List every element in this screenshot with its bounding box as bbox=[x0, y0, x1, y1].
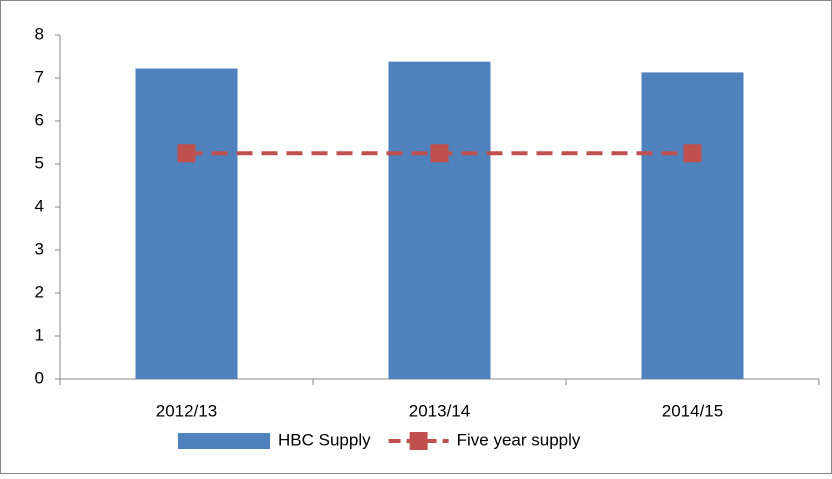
y-tick-label: 0 bbox=[35, 368, 44, 387]
x-tick-label: 2012/13 bbox=[156, 401, 217, 420]
bar bbox=[388, 61, 491, 379]
x-tick-label: 2014/15 bbox=[662, 401, 723, 420]
line-marker bbox=[430, 144, 449, 163]
legend-swatch-marker bbox=[409, 432, 428, 450]
legend-swatch bbox=[178, 433, 270, 449]
line-marker bbox=[683, 144, 702, 163]
y-tick-label: 5 bbox=[35, 153, 44, 172]
legend-label: HBC Supply bbox=[278, 430, 371, 449]
y-tick-label: 3 bbox=[35, 239, 44, 258]
x-tick-label: 2013/14 bbox=[409, 401, 470, 420]
bar bbox=[641, 72, 744, 379]
y-tick-label: 2 bbox=[35, 282, 44, 301]
line-marker bbox=[177, 144, 196, 163]
legend-label: Five year supply bbox=[457, 430, 581, 449]
y-tick-label: 4 bbox=[35, 196, 44, 215]
y-tick-label: 7 bbox=[35, 67, 44, 86]
y-tick-label: 8 bbox=[35, 24, 44, 43]
y-tick-label: 1 bbox=[35, 325, 44, 344]
y-tick-label: 6 bbox=[35, 110, 44, 129]
bar bbox=[135, 68, 238, 379]
